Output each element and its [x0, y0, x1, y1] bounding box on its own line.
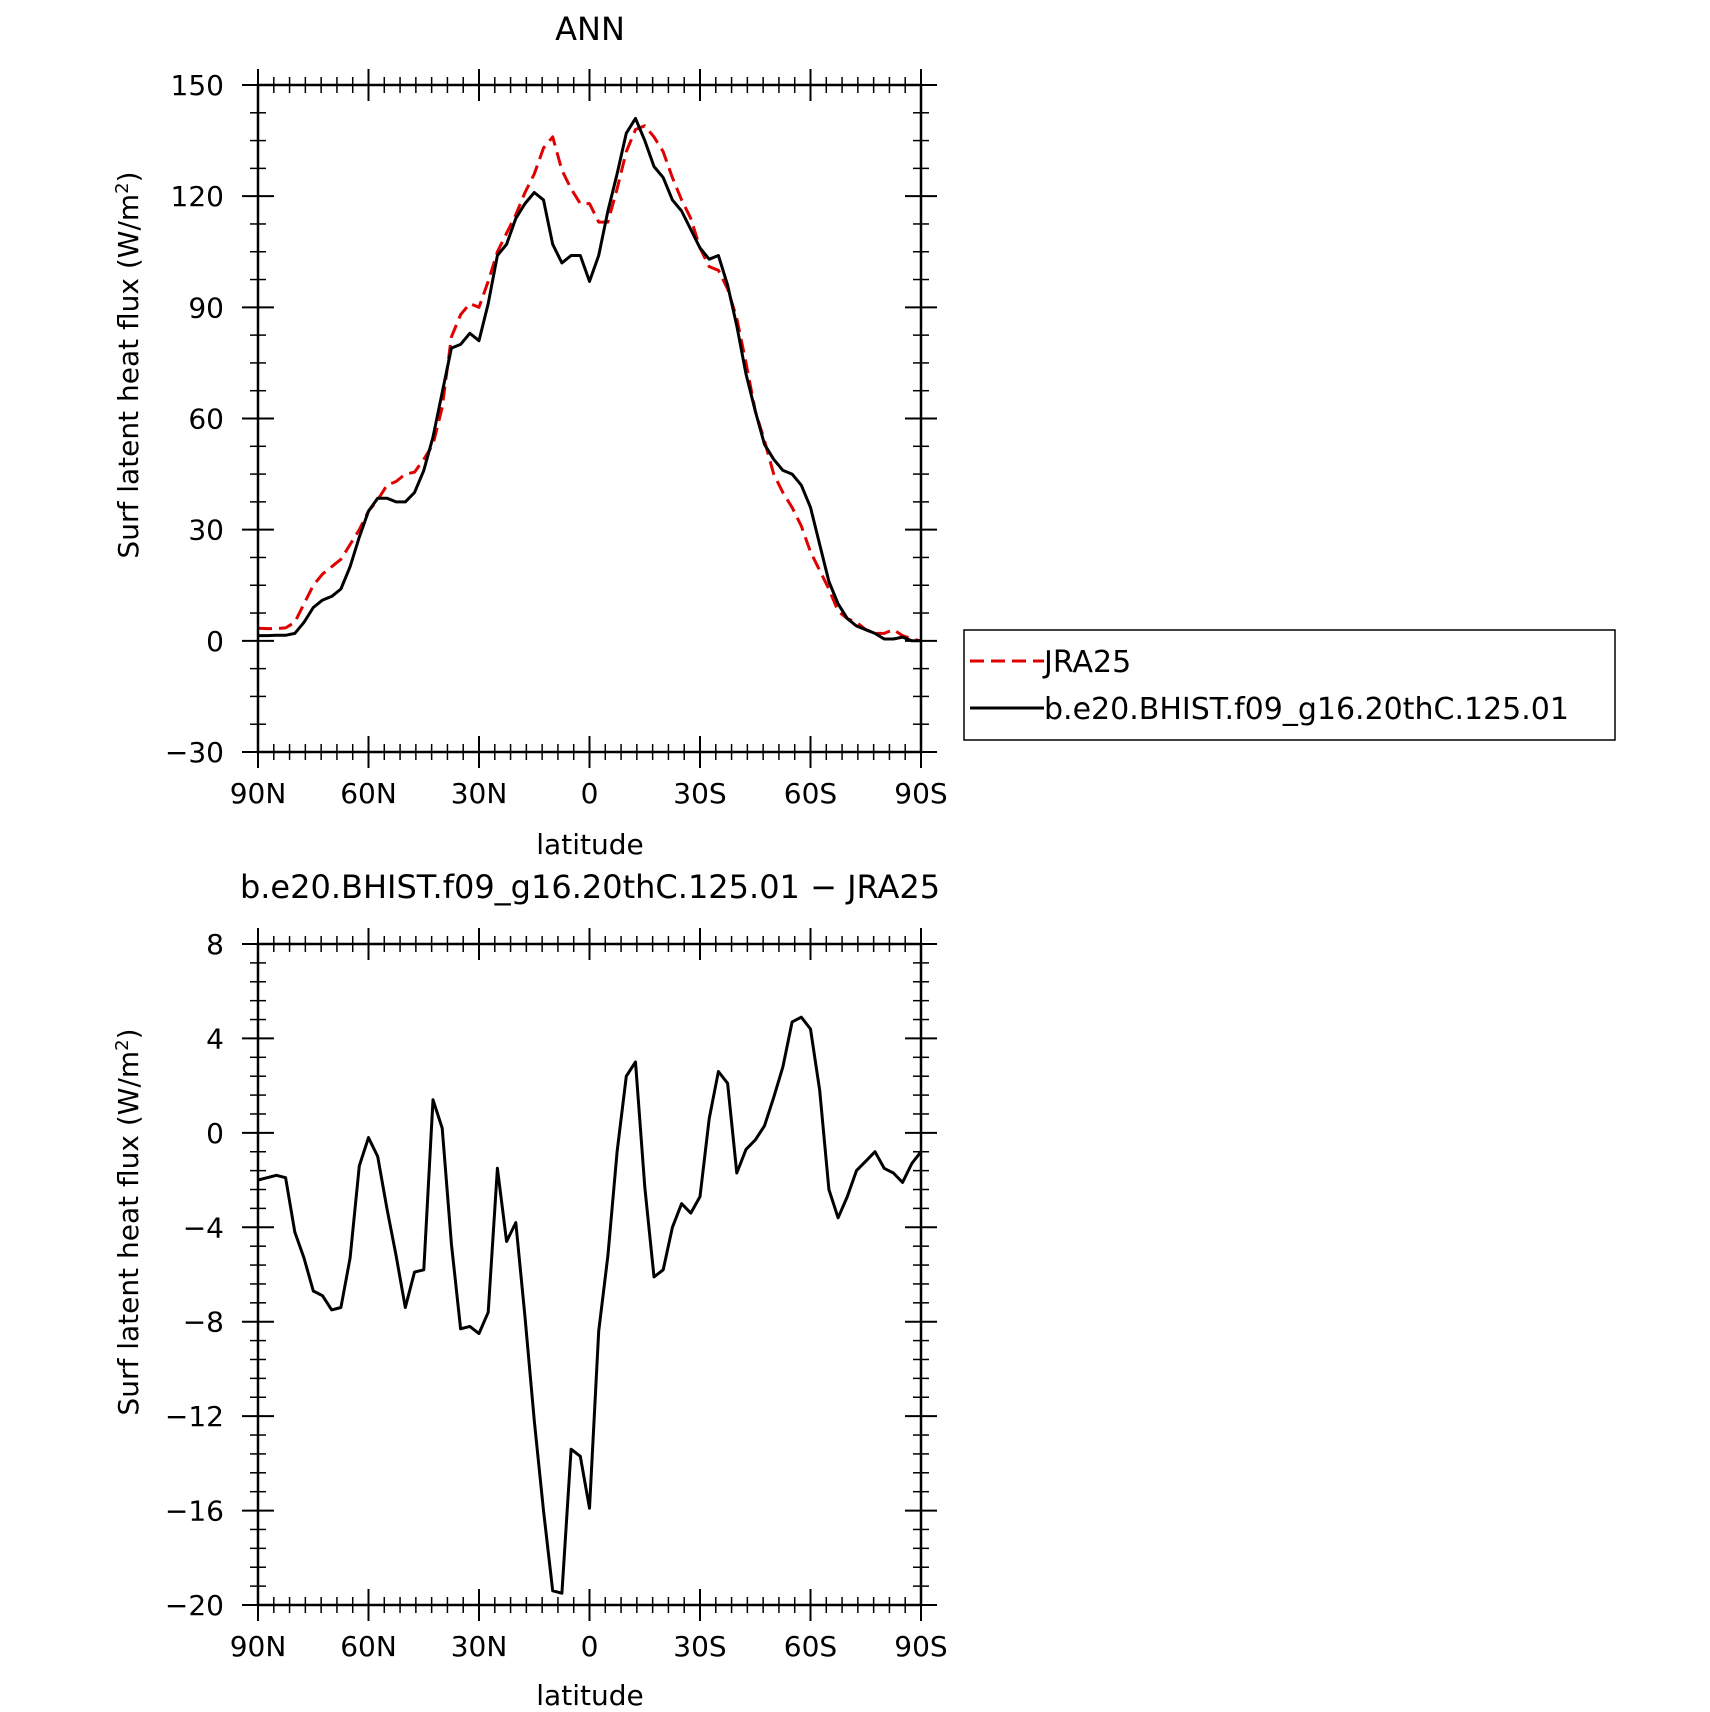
bottom-xtick-label: 30N: [451, 1630, 508, 1663]
bottom-plot-frame: [256, 942, 923, 1607]
bottom-xtick-label: 60S: [784, 1630, 837, 1663]
top-plot-frame: [256, 83, 923, 754]
bottom-panel: b.e20.BHIST.f09_g16.20thC.125.01 − JRA25…: [112, 868, 948, 1712]
top-xtick-label: 60N: [340, 777, 397, 810]
legend-box: [963, 629, 1616, 741]
bottom-xtick-label: 30S: [673, 1630, 726, 1663]
top-ytick-label: 0: [206, 625, 224, 658]
top-ytick-label: 30: [188, 514, 224, 547]
bottom-x-axis-label: latitude: [536, 1679, 643, 1712]
bottom-ytick-label: −4: [183, 1211, 224, 1244]
bottom-ytick-label: −20: [165, 1589, 224, 1622]
top-series-line-b-e20-bhist-f09-g16-20thc-125-01: [258, 116, 921, 643]
bottom-xtick-label: 0: [581, 1630, 599, 1663]
top-tick-marks: [242, 69, 937, 768]
top-ytick-label: 120: [171, 180, 224, 213]
legend-label-model: b.e20.BHIST.f09_g16.20thC.125.01: [1044, 692, 1569, 727]
bottom-ytick-label: 4: [206, 1022, 224, 1055]
top-xtick-label: 90N: [230, 777, 287, 810]
top-tick-labels: −30 0 30 60 90 120 150 90N 60N 30N 0 30S 60S 90S: [165, 69, 948, 810]
bottom-xtick-label: 90N: [230, 1630, 287, 1663]
top-xtick-label: 60S: [784, 777, 837, 810]
top-series-line-jra25: [257, 124, 922, 643]
legend: JRA25 b.e20.BHIST.f09_g16.20thC.125.01: [963, 629, 1616, 741]
top-ytick-label: 60: [188, 403, 224, 436]
bottom-ytick-label: −8: [183, 1306, 224, 1339]
bottom-chart-title: b.e20.BHIST.f09_g16.20thC.125.01 − JRA25: [240, 868, 940, 906]
top-xtick-label: 30S: [673, 777, 726, 810]
bottom-ytick-label: 0: [206, 1117, 224, 1150]
top-xtick-label: 90S: [894, 777, 947, 810]
top-series-lines: [257, 116, 922, 643]
top-xtick-label: 0: [581, 777, 599, 810]
bottom-tick-labels: −20 −16 −12 −8 −4 0 4 8 90N 60N 30N 0 30S 60S 90S: [165, 928, 948, 1663]
bottom-series-lines: [257, 1015, 923, 1595]
top-x-axis-label: latitude: [536, 828, 643, 861]
top-chart-title: ANN: [555, 10, 625, 48]
bottom-xtick-label: 60N: [340, 1630, 397, 1663]
legend-label-jra25: JRA25: [1042, 645, 1131, 680]
bottom-ytick-label: 8: [206, 928, 224, 961]
top-xtick-label: 30N: [451, 777, 508, 810]
bottom-xtick-label: 90S: [894, 1630, 947, 1663]
bottom-ytick-label: −16: [165, 1495, 224, 1528]
bottom-series-line-difference: [257, 1015, 923, 1595]
top-ytick-label: −30: [165, 736, 224, 769]
top-ytick-label: 150: [171, 69, 224, 102]
top-y-axis-label: Surf latent heat flux (W/m2): [112, 171, 146, 558]
top-ytick-label: 90: [188, 291, 224, 324]
bottom-y-axis-label: Surf latent heat flux (W/m2): [112, 1028, 146, 1415]
bottom-ytick-label: −12: [165, 1400, 224, 1433]
